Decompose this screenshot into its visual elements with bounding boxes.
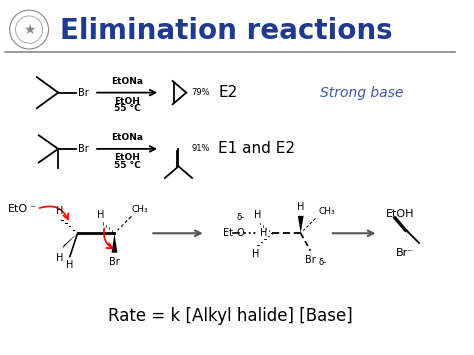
Text: EtOH: EtOH bbox=[114, 153, 140, 162]
Text: Br: Br bbox=[109, 257, 120, 267]
Text: 55 °C: 55 °C bbox=[114, 160, 140, 170]
Text: EtONa: EtONa bbox=[111, 77, 143, 86]
Text: H: H bbox=[56, 206, 64, 216]
Text: Br: Br bbox=[305, 255, 316, 264]
Text: δ-: δ- bbox=[237, 213, 245, 222]
Text: Et: Et bbox=[223, 228, 233, 238]
Text: H: H bbox=[97, 210, 105, 220]
Text: Strong base: Strong base bbox=[320, 86, 403, 100]
Text: H: H bbox=[66, 261, 73, 271]
Polygon shape bbox=[298, 216, 304, 233]
Text: Br⁻: Br⁻ bbox=[396, 248, 414, 258]
Polygon shape bbox=[62, 233, 78, 249]
Text: Br: Br bbox=[78, 144, 88, 154]
Text: H: H bbox=[260, 228, 267, 238]
Polygon shape bbox=[111, 233, 118, 253]
Text: CH₃: CH₃ bbox=[318, 207, 335, 216]
Text: 79%: 79% bbox=[191, 88, 210, 97]
Text: E1 and E2: E1 and E2 bbox=[218, 141, 295, 157]
Text: H: H bbox=[297, 202, 304, 212]
Text: H: H bbox=[252, 249, 260, 259]
Text: Elimination reactions: Elimination reactions bbox=[60, 17, 393, 44]
Text: ★: ★ bbox=[23, 23, 36, 37]
Text: O: O bbox=[237, 228, 245, 238]
Text: 91%: 91% bbox=[191, 144, 210, 153]
Text: EtOH: EtOH bbox=[386, 209, 415, 219]
Text: 55 °C: 55 °C bbox=[114, 104, 140, 113]
Text: Rate = k [Alkyl halide] [Base]: Rate = k [Alkyl halide] [Base] bbox=[108, 307, 352, 325]
Text: ⁻: ⁻ bbox=[29, 204, 35, 214]
Text: H: H bbox=[56, 253, 64, 263]
Text: CH₃: CH₃ bbox=[132, 205, 148, 214]
Text: Br: Br bbox=[78, 88, 88, 98]
Text: δ-: δ- bbox=[318, 258, 326, 268]
Text: EtONa: EtONa bbox=[111, 133, 143, 142]
Text: EtO: EtO bbox=[8, 204, 28, 214]
Text: E2: E2 bbox=[218, 85, 237, 100]
Text: EtOH: EtOH bbox=[114, 97, 140, 105]
Text: H: H bbox=[255, 210, 262, 220]
